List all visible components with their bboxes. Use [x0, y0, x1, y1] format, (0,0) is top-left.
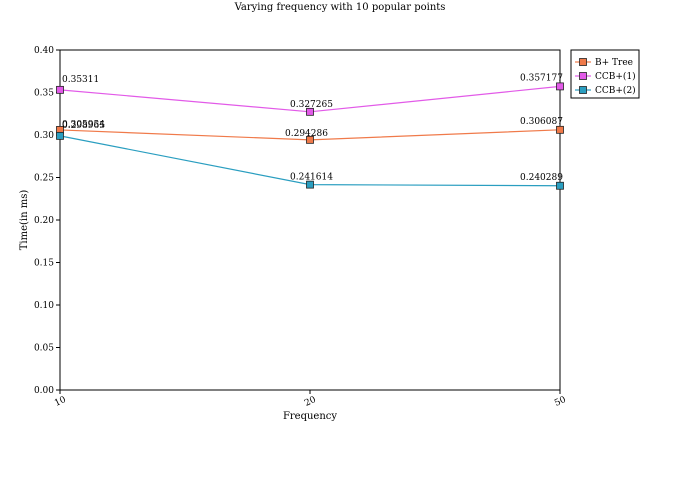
data-label: 0.35311	[62, 75, 99, 85]
legend-item: B+ Tree	[575, 58, 633, 68]
y-tick-label: 0.00	[34, 386, 54, 396]
y-tick-label: 0.30	[34, 131, 54, 141]
series-b-tree: 0.305954 0.294286 0.306087	[56, 117, 564, 144]
data-label: 0.298965	[62, 121, 105, 131]
x-tick-label: 20	[303, 395, 318, 409]
data-label: 0.294286	[285, 129, 328, 139]
data-point	[306, 107, 314, 116]
legend-label: B+ Tree	[595, 58, 633, 68]
legend-marker	[579, 86, 587, 94]
y-tick-label: 0.05	[34, 344, 54, 354]
legend: B+ Tree CCB+(1) CCB+(2)	[570, 49, 640, 99]
data-point	[306, 180, 314, 189]
x-tick-label: 50	[553, 395, 568, 409]
x-axis-label: Frequency	[283, 411, 337, 422]
y-tick-label: 0.20	[34, 216, 54, 226]
data-label: 0.357177	[520, 73, 563, 83]
data-point	[56, 85, 64, 94]
y-tick-label: 0.25	[34, 174, 54, 184]
chart-title: Varying frequency with 10 popular points	[234, 2, 446, 13]
legend-label: CCB+(2)	[595, 85, 636, 96]
legend-label: CCB+(1)	[595, 71, 636, 82]
series-ccb-2-: 0.298965 0.241614 0.240289	[56, 121, 564, 190]
data-label: 0.306087	[520, 117, 563, 127]
y-tick-label: 0.10	[34, 301, 54, 311]
data-point	[306, 135, 314, 144]
data-label: 0.241614	[290, 173, 333, 183]
axes: 0.00 0.05 0.10 0.15 0.20 0.25 0.30 0.35 0.40 10 20…	[34, 46, 568, 409]
y-tick-label: 0.40	[34, 46, 54, 56]
data-label: 0.240289	[520, 173, 563, 183]
legend-marker	[579, 72, 587, 80]
data-point	[556, 82, 564, 91]
x-tick-label: 10	[53, 395, 68, 409]
legend-marker	[579, 58, 587, 66]
y-axis-label: Time(in ms)	[19, 190, 30, 251]
legend-item: CCB+(2)	[575, 85, 636, 96]
data-point	[56, 131, 64, 140]
series-layer: 0.3059540.2942860.3060870.353110.3272650…	[56, 73, 564, 190]
data-label: 0.305954	[62, 120, 105, 130]
y-tick-label: 0.15	[34, 259, 54, 269]
legend-item: CCB+(1)	[575, 71, 636, 82]
data-label: 0.327265	[290, 100, 333, 110]
series-ccb-1-: 0.35311 0.327265 0.357177	[56, 73, 564, 116]
data-point	[556, 125, 564, 134]
data-point	[556, 181, 564, 190]
y-tick-label: 0.35	[34, 89, 54, 99]
